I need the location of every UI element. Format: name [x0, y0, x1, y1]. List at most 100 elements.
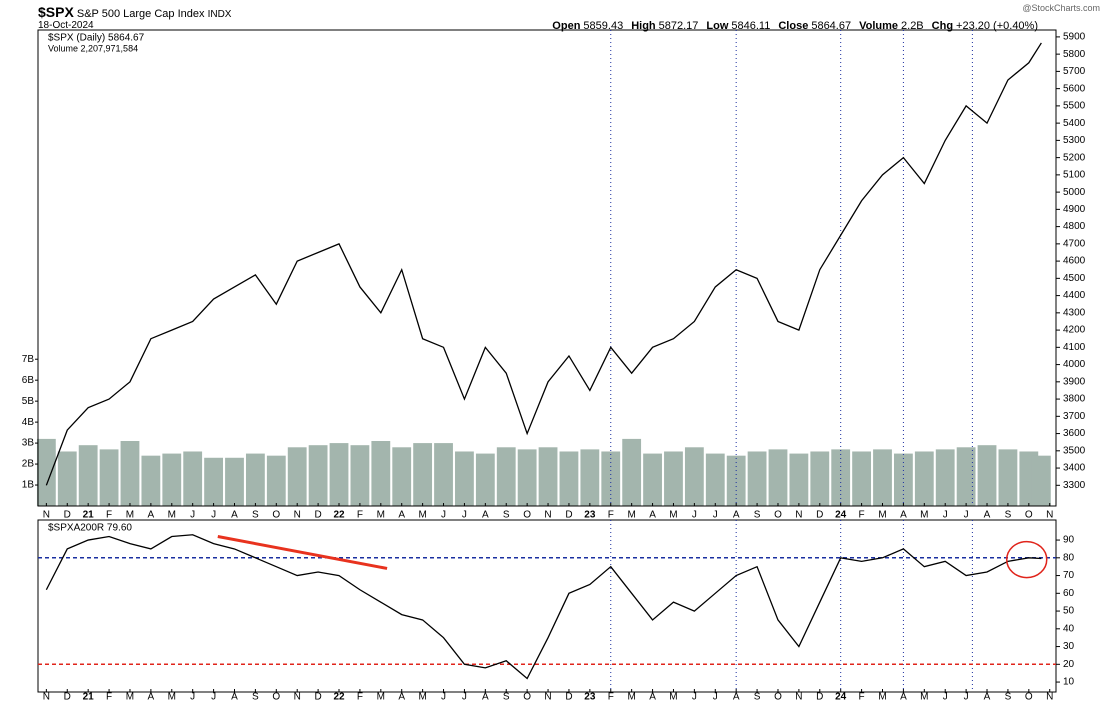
x-tick-label: J	[692, 692, 697, 703]
y2-tick-label: 5B	[22, 396, 35, 407]
x-tick-label: J	[441, 692, 446, 703]
volume-bar	[831, 449, 851, 506]
x-tick-label: D	[816, 692, 823, 703]
x-tick-label: N	[1046, 510, 1053, 521]
y2-tick-label: 7B	[22, 354, 35, 365]
volume-bar	[893, 453, 913, 506]
volume-bar	[517, 449, 537, 506]
x-tick-label: D	[314, 692, 321, 703]
y-tick-label: 5300	[1063, 135, 1086, 146]
y-tick-label: 40	[1063, 623, 1075, 634]
x-tick-label: F	[106, 510, 112, 521]
y-tick-label: 5800	[1063, 49, 1086, 60]
x-tick-label: N	[795, 692, 802, 703]
y-tick-label: 4100	[1063, 342, 1086, 353]
x-tick-label: A	[231, 692, 238, 703]
volume-bar	[873, 449, 892, 506]
y-tick-label: 10	[1063, 677, 1075, 688]
stats: Open 5859.43 High 5872.17 Low 5846.11 Close 586…	[552, 20, 1046, 32]
x-tick-label: J	[943, 692, 948, 703]
watermark: @StockCharts.com	[1022, 3, 1100, 13]
volume-bar	[245, 453, 265, 506]
x-tick-label: O	[1025, 510, 1033, 521]
volume-bar	[559, 451, 579, 506]
y-tick-label: 80	[1063, 552, 1075, 563]
x-tick-label: M	[126, 692, 134, 703]
y2-tick-label: 2B	[22, 459, 35, 470]
x-tick-label: N	[43, 510, 50, 521]
y-tick-label: 50	[1063, 606, 1075, 617]
volume-bar	[78, 445, 98, 506]
x-tick-label: A	[148, 692, 155, 703]
x-tick-label: 24	[835, 510, 847, 521]
x-tick-label: D	[565, 510, 572, 521]
x-tick-label: F	[357, 692, 363, 703]
y2-tick-label: 4B	[22, 417, 35, 428]
volume-bar	[643, 453, 662, 506]
volume-bar	[726, 455, 746, 506]
y-tick-label: 4200	[1063, 325, 1086, 336]
x-tick-label: 21	[83, 692, 95, 703]
x-tick-label: J	[441, 510, 446, 521]
x-tick-label: M	[627, 692, 635, 703]
x-tick-label: O	[523, 510, 531, 521]
volume-bar	[162, 453, 182, 506]
volume-bar	[475, 453, 495, 506]
y-tick-label: 90	[1063, 535, 1075, 546]
x-tick-label: J	[211, 510, 216, 521]
volume-bar	[789, 453, 809, 506]
x-tick-label: N	[1046, 692, 1053, 703]
legend-entry: $SPXA200R 79.60	[48, 523, 132, 534]
symbol: $SPX	[38, 4, 74, 20]
x-tick-label: S	[754, 692, 761, 703]
x-tick-label: S	[503, 510, 510, 521]
x-tick-label: O	[774, 510, 782, 521]
stat-label: Volume	[859, 20, 899, 32]
highlight-circle	[1005, 540, 1048, 579]
x-tick-label: J	[964, 510, 969, 521]
x-tick-label: A	[649, 692, 656, 703]
x-tick-label: A	[984, 692, 991, 703]
x-tick-label: D	[314, 510, 321, 521]
volume-bar	[455, 451, 474, 506]
volume-bar	[57, 451, 77, 506]
y-tick-label: 4900	[1063, 204, 1086, 215]
x-tick-label: J	[713, 510, 718, 521]
y-tick-label: 60	[1063, 588, 1075, 599]
x-tick-label: N	[544, 692, 551, 703]
y-tick-label: 4000	[1063, 359, 1086, 370]
x-tick-label: M	[878, 510, 886, 521]
x-tick-label: M	[377, 510, 385, 521]
volume-bar	[956, 447, 976, 506]
x-tick-label: O	[774, 692, 782, 703]
panel-frame	[37, 519, 1057, 693]
y-tick-label: 3300	[1063, 480, 1086, 491]
volume-bar	[935, 449, 955, 506]
y-tick-label: 5400	[1063, 118, 1086, 129]
x-tick-label: J	[190, 510, 195, 521]
volume-bar	[768, 449, 788, 506]
y-tick-label: 4800	[1063, 221, 1086, 232]
volume-bar	[977, 445, 997, 506]
x-tick-label: N	[544, 510, 551, 521]
y-tick-label: 4400	[1063, 290, 1086, 301]
y-tick-label: 5900	[1063, 32, 1086, 43]
volume-bar	[266, 455, 286, 506]
x-tick-label: D	[565, 692, 572, 703]
volume-bar	[183, 451, 203, 506]
y-tick-label: 3600	[1063, 428, 1086, 439]
x-tick-label: M	[878, 692, 886, 703]
stat-label: Chg	[931, 20, 954, 32]
x-tick-label: A	[482, 692, 489, 703]
x-tick-label: A	[482, 510, 489, 521]
y-tick-label: 3700	[1063, 411, 1086, 422]
x-tick-label: J	[713, 692, 718, 703]
y-tick-label: 4300	[1063, 307, 1086, 318]
x-tick-label: A	[733, 692, 740, 703]
x-tick-label: O	[272, 510, 280, 521]
x-tick-label: A	[231, 510, 238, 521]
volume-bar	[371, 440, 391, 506]
x-tick-label: J	[462, 692, 467, 703]
y-tick-label: 5600	[1063, 83, 1086, 94]
